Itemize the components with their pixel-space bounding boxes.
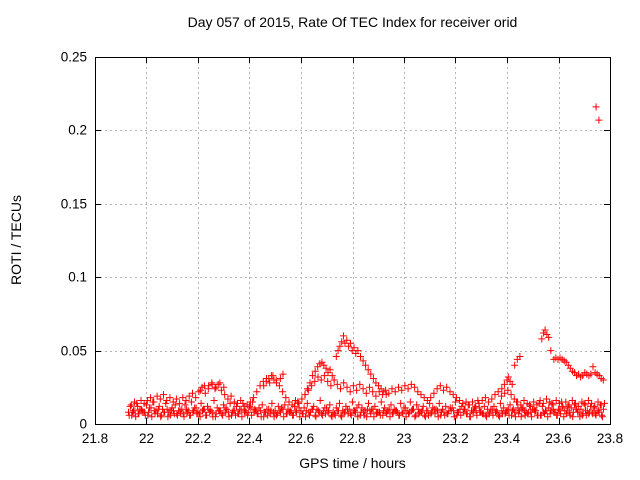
x-tick-label: 22.6	[287, 431, 315, 446]
x-tick-label: 22.8	[339, 431, 366, 446]
x-tick-label: 21.8	[81, 431, 109, 446]
grid-lines	[95, 57, 611, 425]
x-tick-label: 23	[396, 431, 412, 446]
x-axis-label: GPS time / hours	[299, 455, 406, 471]
y-axis-label: ROTI / TECUs	[8, 195, 24, 285]
y-tick-label: 0.1	[68, 269, 87, 285]
x-tick-label: 23.4	[493, 431, 521, 446]
chart-title: Day 057 of 2015, Rate Of TEC Index for r…	[187, 14, 518, 30]
x-tick-label: 22	[138, 431, 155, 446]
data-markers	[125, 103, 608, 421]
x-tick-label: 23.2	[442, 431, 469, 446]
x-tick-label: 22.4	[236, 431, 263, 446]
y-tick-label: 0.05	[60, 343, 87, 359]
y-tick-label: 0	[79, 416, 87, 432]
axis-ticks	[95, 57, 611, 425]
y-tick-label: 0.15	[60, 196, 87, 212]
y-tick-label: 0.2	[68, 122, 87, 138]
y-tick-label: 0.25	[60, 49, 87, 65]
x-tick-label: 22.2	[184, 431, 212, 446]
x-tick-label: 23.8	[596, 431, 624, 446]
x-tick-label: 23.6	[545, 431, 572, 446]
